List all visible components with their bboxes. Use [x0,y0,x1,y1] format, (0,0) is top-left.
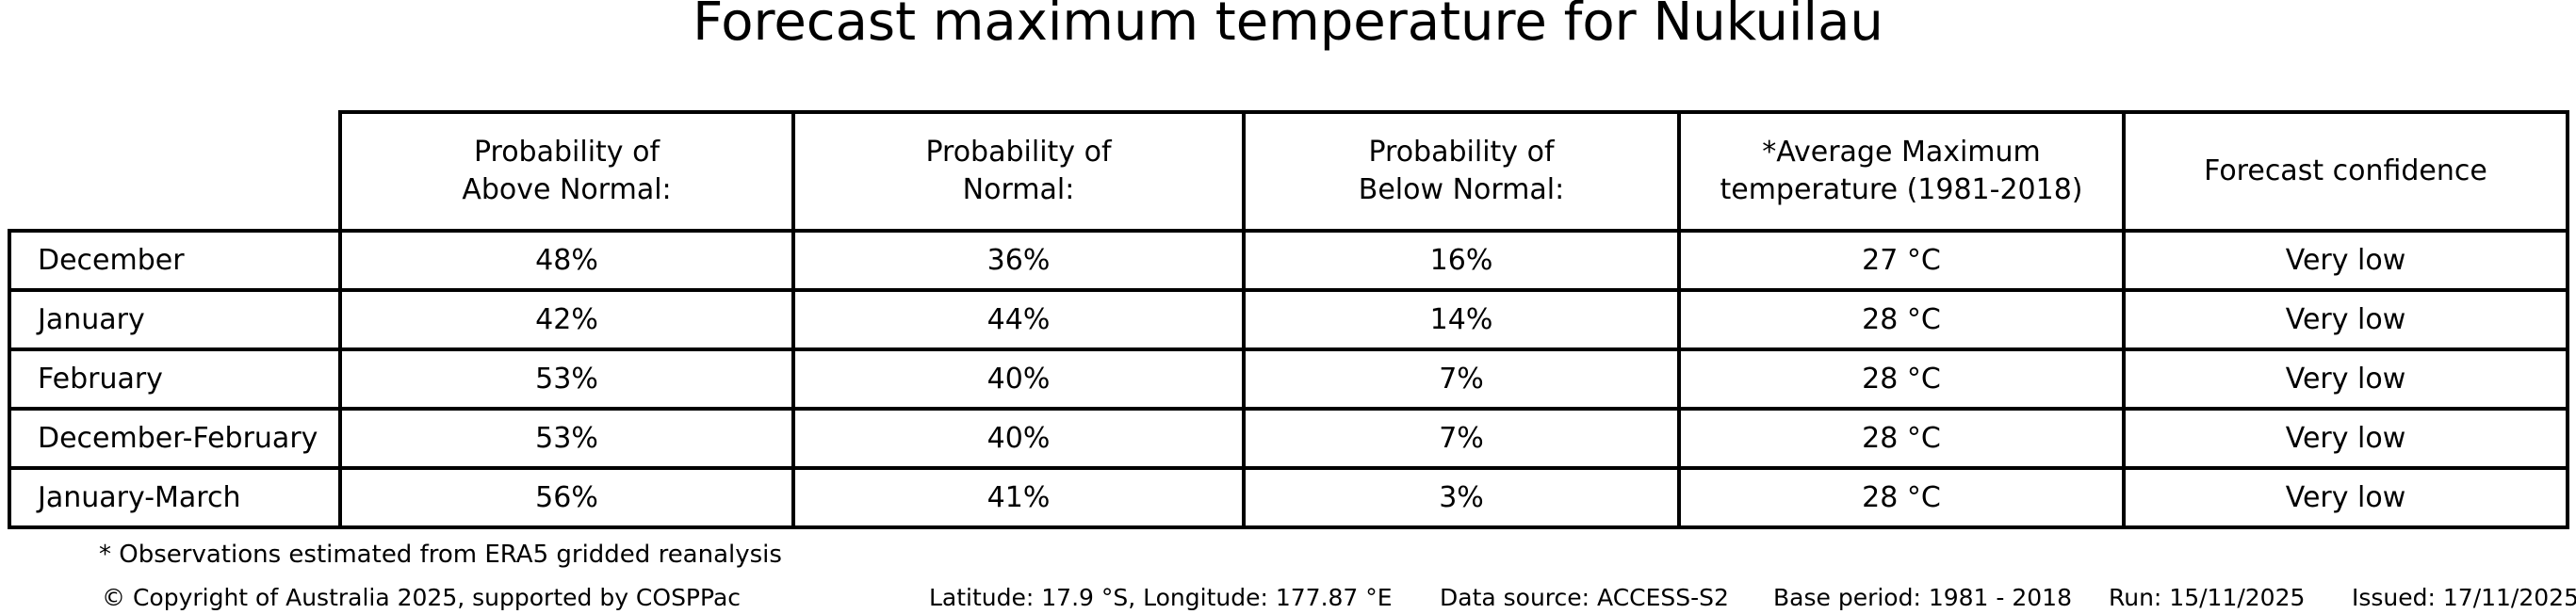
confidence-cell: Very low [2126,292,2566,351]
avg-max-temp-cell: 28 °C [1681,351,2126,411]
avg-max-temp-cell: 27 °C [1681,233,2126,292]
column-header-normal: Probability of Normal: [795,114,1246,229]
confidence-cell: Very low [2126,351,2566,411]
prob-below-cell: 16% [1246,233,1681,292]
prob-below-cell: 14% [1246,292,1681,351]
confidence-cell: Very low [2285,481,2406,514]
prob-above-cell: 53% [342,411,795,470]
forecast-table-header: Probability of Above Normal: Probability… [338,110,2569,229]
data-source-text: Data source: ACCESS-S2 [1440,584,1729,611]
prob-below-cell: 7% [1246,411,1681,470]
row-label-cell: December [11,233,342,292]
prob-above-cell: 42% [342,292,795,351]
avg-max-temp-cell: 28 °C [1681,411,2126,470]
run-date-text: Run: 15/11/2025 [2109,584,2306,611]
prob-normal-cell: 44% [795,292,1246,351]
prob-normal-cell: 36% [795,233,1246,292]
prob-above-cell: 56% [342,470,795,525]
prob-below-cell: 7% [1246,351,1681,411]
prob-above-cell: 53% [342,351,795,411]
issued-date-text: Issued: 17/11/2025 [2352,584,2576,611]
base-period-text: Base period: 1981 - 2018 [1773,584,2072,611]
prob-normal-cell: 40% [795,351,1246,411]
prob-below-cell: 3% [1246,470,1681,525]
column-header-avg-max-temp: *Average Maximum temperature (1981-2018) [1681,114,2126,229]
location-text: Latitude: 17.9 °S, Longitude: 177.87 °E [929,584,1393,611]
column-header-below-normal: Probability of Below Normal: [1246,114,1681,229]
prob-normal-cell: 40% [795,411,1246,470]
avg-max-temp-cell: 28 °C [1681,292,2126,351]
prob-above-cell: 48% [342,233,795,292]
avg-max-temp-cell: 28 °C [1681,470,2126,525]
page-title: Forecast maximum temperature for Nukuila… [693,0,1883,53]
row-label-cell: January [11,292,342,351]
forecast-table-body: December 48% 36% 16% 27 °C Very low Janu… [8,229,2569,529]
row-label-cell: January-March [11,470,342,525]
row-label-cell: February [11,351,342,411]
column-header-forecast-confidence: Forecast confidence [2204,154,2487,187]
confidence-cell: Very low [2126,411,2566,470]
column-header-above-normal: Probability of Above Normal: [342,114,795,229]
confidence-cell: Very low [2126,233,2566,292]
row-label-cell: December-February [11,411,342,470]
prob-normal-cell: 41% [795,470,1246,525]
observations-footnote: * Observations estimated from ERA5 gridd… [99,541,782,569]
copyright-text: © Copyright of Australia 2025, supported… [102,584,742,611]
